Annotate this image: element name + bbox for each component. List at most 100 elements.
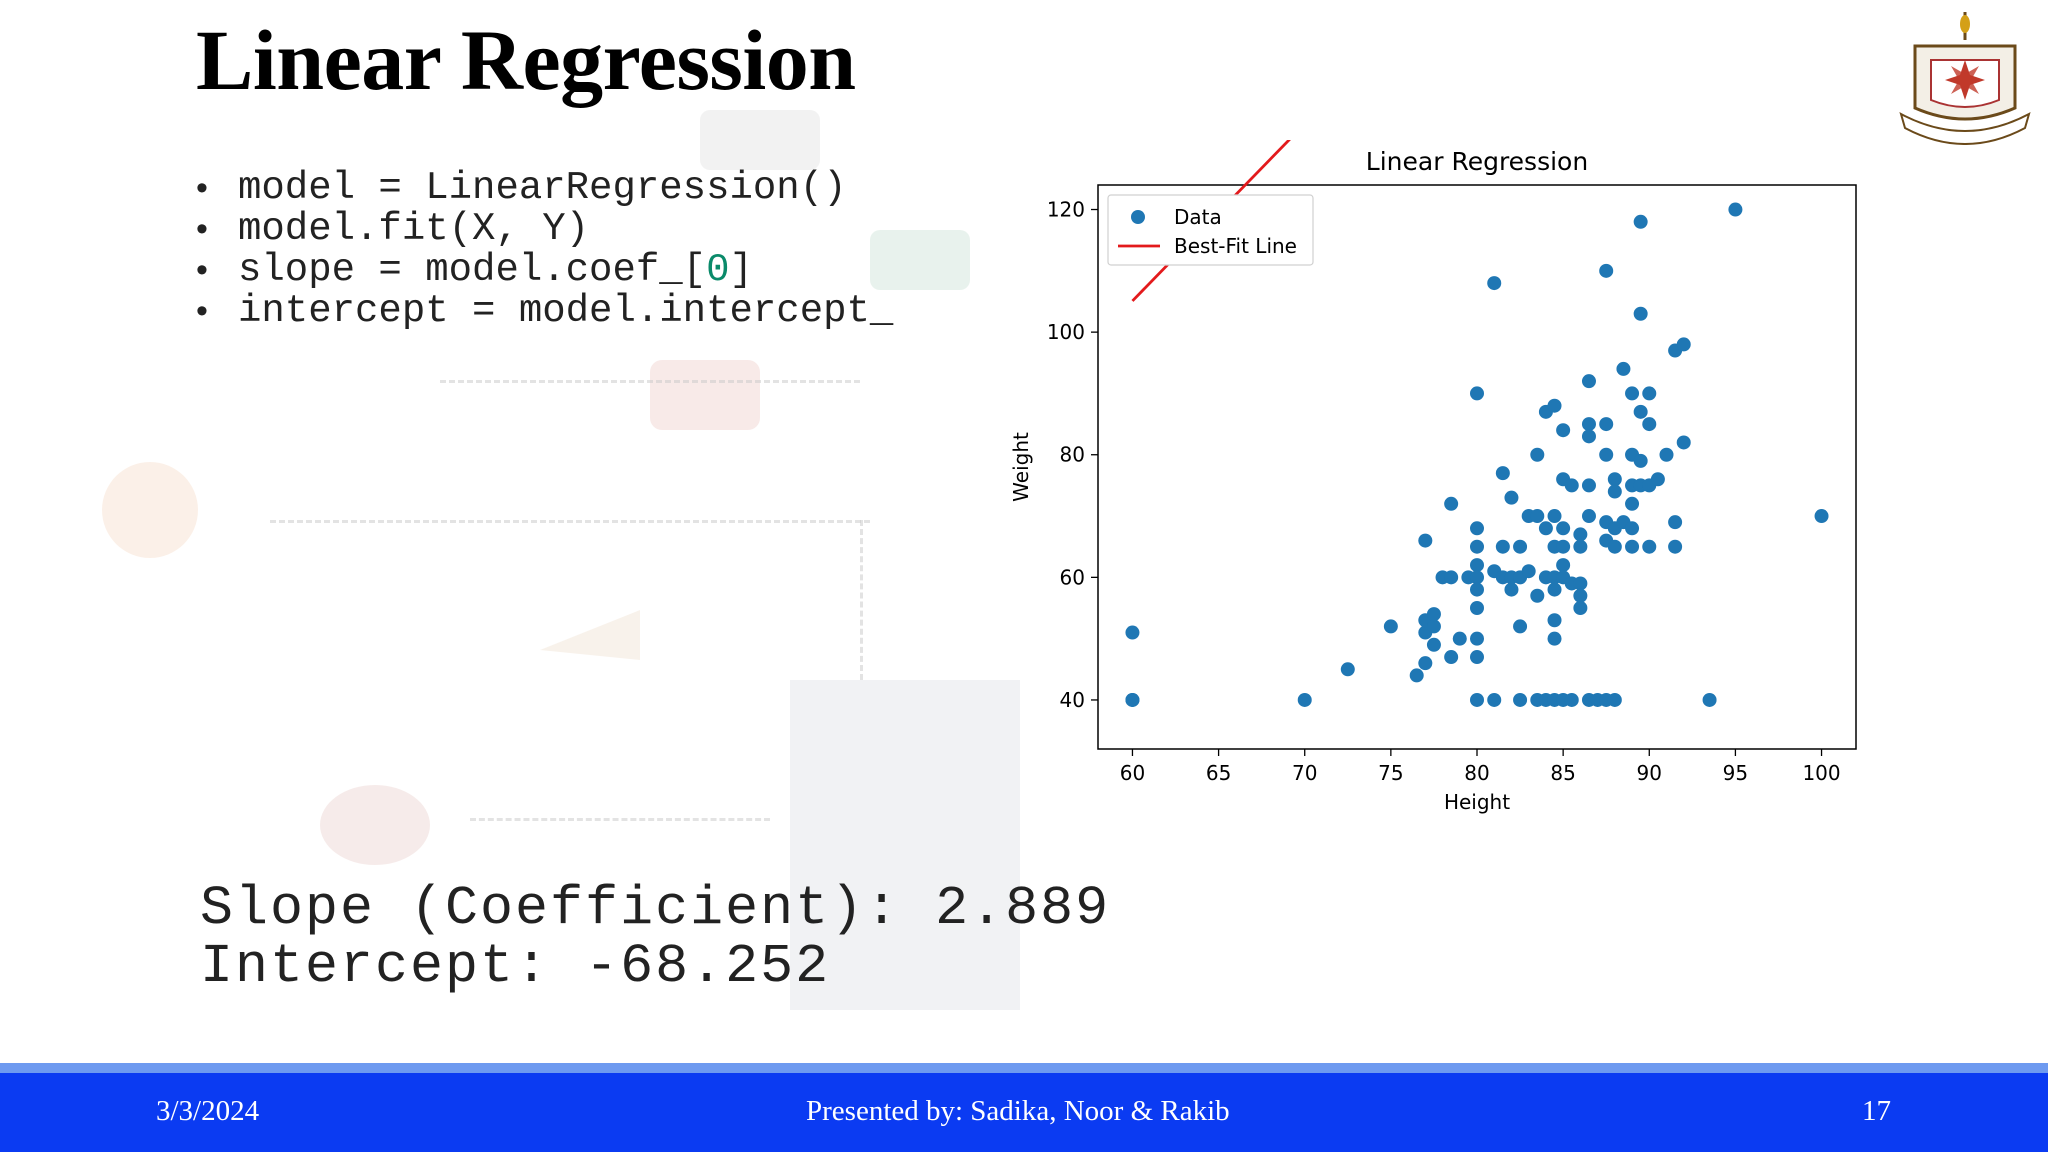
results-output: Slope (Coefficient): 2.889 Intercept: -6…	[200, 880, 1110, 996]
x-tick-label: 100	[1802, 761, 1840, 785]
code-text: intercept = model.intercept_	[238, 289, 894, 333]
data-point	[1556, 539, 1571, 554]
slide-title: Linear Regression	[196, 12, 856, 108]
data-point	[1668, 539, 1683, 554]
data-point	[1418, 656, 1433, 671]
data-point	[1573, 576, 1588, 591]
data-point	[1564, 478, 1579, 493]
data-point	[1513, 619, 1528, 634]
data-point	[1383, 619, 1398, 634]
page-number: 17	[1862, 1095, 1891, 1127]
x-tick-label: 60	[1120, 761, 1145, 785]
data-point	[1470, 582, 1484, 597]
data-point	[1125, 625, 1140, 640]
plot-area	[1097, 184, 1857, 750]
data-point	[1538, 521, 1553, 536]
footer-strip	[0, 1063, 2048, 1073]
data-point	[1530, 588, 1545, 603]
data-point	[1633, 404, 1648, 419]
data-point	[1607, 472, 1622, 487]
data-point	[1642, 386, 1657, 401]
data-point	[1556, 558, 1571, 573]
data-point	[1470, 521, 1484, 536]
data-point	[1573, 588, 1588, 603]
bullet-icon: •	[196, 169, 208, 207]
data-point	[1599, 263, 1614, 278]
data-point	[1573, 601, 1588, 615]
data-point	[1547, 509, 1562, 524]
x-tick-label: 75	[1378, 761, 1403, 785]
data-point	[1426, 619, 1441, 634]
data-point	[1547, 613, 1562, 628]
y-tick-label: 60	[1060, 565, 1085, 589]
data-point	[1426, 637, 1441, 652]
code-line: • slope = model.coef_[0]	[196, 250, 893, 291]
data-point	[1504, 490, 1519, 505]
data-point	[1659, 447, 1674, 462]
data-point	[1573, 527, 1588, 542]
legend-box	[1107, 194, 1314, 266]
data-point	[1814, 509, 1829, 524]
data-point	[1547, 582, 1562, 597]
y-axis-label: Weight	[1009, 432, 1033, 502]
x-tick-label: 95	[1723, 761, 1748, 785]
data-point	[1676, 435, 1691, 450]
footer-bar: 3/3/2024 Presented by: Sadika, Noor & Ra…	[0, 1073, 2048, 1152]
decoration-dash	[470, 818, 770, 821]
data-point	[1495, 466, 1510, 481]
data-point	[1530, 447, 1545, 462]
code-number-literal: 0	[706, 248, 730, 292]
intercept-output: Intercept: -68.252	[200, 935, 831, 998]
data-point	[1599, 417, 1614, 432]
data-point	[1504, 582, 1519, 597]
data-point	[1633, 214, 1648, 229]
code-line: • intercept = model.intercept_	[196, 291, 893, 332]
data-point	[1581, 417, 1596, 432]
best-fit-line	[1131, 140, 1291, 302]
data-point	[1470, 386, 1484, 401]
data-point	[1556, 521, 1571, 536]
data-point	[1530, 509, 1545, 524]
data-point	[1487, 692, 1502, 707]
code-text: model = LinearRegression()	[238, 166, 847, 210]
legend-label: Data	[1174, 205, 1222, 229]
bullet-icon: •	[196, 210, 208, 248]
y-tick-label: 80	[1060, 443, 1085, 467]
data-point	[1418, 533, 1433, 548]
data-point	[1728, 202, 1743, 217]
data-point	[1487, 276, 1502, 291]
code-list: • model = LinearRegression() • model.fit(X…	[196, 168, 893, 332]
y-tick-label: 40	[1060, 688, 1085, 712]
bullet-icon: •	[196, 292, 208, 330]
code-text: slope = model.coef_[0]	[238, 248, 753, 292]
data-point	[1625, 496, 1640, 511]
data-point	[1340, 662, 1355, 677]
data-point	[1625, 539, 1640, 554]
data-point	[1633, 306, 1648, 321]
code-text: model.fit(X, Y)	[238, 207, 590, 251]
data-point	[1444, 570, 1459, 585]
data-point	[1452, 631, 1467, 646]
data-point	[1581, 509, 1596, 524]
data-point	[1125, 692, 1140, 707]
data-point	[1513, 539, 1528, 554]
footer-presenter: Presented by: Sadika, Noor & Rakib	[806, 1095, 1230, 1127]
data-point	[1409, 668, 1424, 683]
data-point	[1470, 558, 1484, 573]
data-point	[1607, 484, 1622, 499]
data-point	[1676, 337, 1691, 352]
x-tick-label: 85	[1550, 761, 1575, 785]
x-axis-label: Height	[1444, 790, 1510, 814]
data-point	[1625, 386, 1640, 401]
scatter-chart: Linear Regression 60 65 70 75 80 85 90 95 100 40 60…	[1000, 140, 1880, 830]
data-point	[1607, 692, 1622, 707]
slope-output: Slope (Coefficient): 2.889	[200, 877, 1111, 940]
data-point	[1470, 692, 1484, 707]
data-point	[1564, 692, 1579, 707]
x-tick-label: 70	[1292, 761, 1317, 785]
decoration-dash	[270, 520, 870, 523]
code-line: • model = LinearRegression()	[196, 168, 893, 209]
data-point	[1470, 539, 1484, 554]
data-point	[1513, 692, 1528, 707]
data-point	[1470, 650, 1484, 665]
